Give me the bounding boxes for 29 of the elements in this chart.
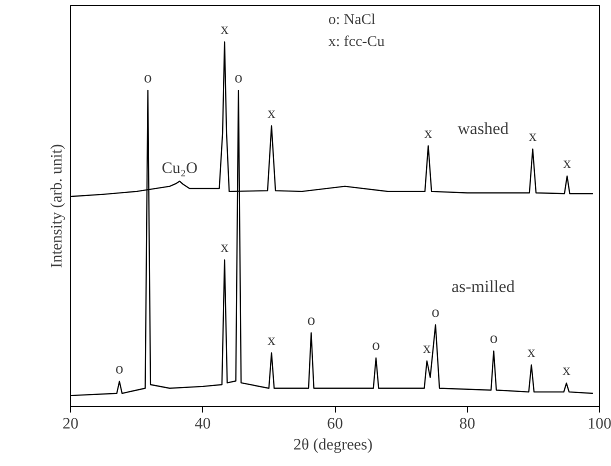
annotation: x xyxy=(268,332,276,349)
x-tick-label: 80 xyxy=(459,416,476,432)
x-tick-label: 100 xyxy=(588,416,611,432)
y-axis-title: Intensity (arb. unit) xyxy=(48,144,66,268)
annotation: x xyxy=(528,128,537,146)
annotation: x xyxy=(562,362,570,380)
annotation: x xyxy=(220,20,229,38)
annotation: x xyxy=(563,155,572,172)
annotation: Cu₂O xyxy=(162,160,198,178)
annotation: o xyxy=(307,312,316,329)
annotation: x xyxy=(268,104,276,122)
x-axis-title: 2θ (degrees) xyxy=(293,436,373,454)
annotation: x xyxy=(220,238,229,256)
annotation: o xyxy=(372,337,380,354)
annotation: x xyxy=(424,124,432,142)
annotation: x: fcc-Cu xyxy=(328,34,386,50)
annotation: o xyxy=(144,69,152,86)
annotation: x xyxy=(422,340,431,357)
text: o: NaCl xyxy=(328,12,376,28)
series-label: washed xyxy=(458,118,510,138)
x-tick-label: 20 xyxy=(62,416,78,432)
annotation: o xyxy=(432,304,440,321)
x-tick-label: 60 xyxy=(327,416,343,432)
x-tick-label: 40 xyxy=(194,416,211,432)
annotation: o xyxy=(490,330,498,348)
annotation: o xyxy=(234,69,242,86)
annotation: o xyxy=(115,360,124,378)
series-label: as-milled xyxy=(451,277,516,296)
annotation: x xyxy=(527,344,536,361)
